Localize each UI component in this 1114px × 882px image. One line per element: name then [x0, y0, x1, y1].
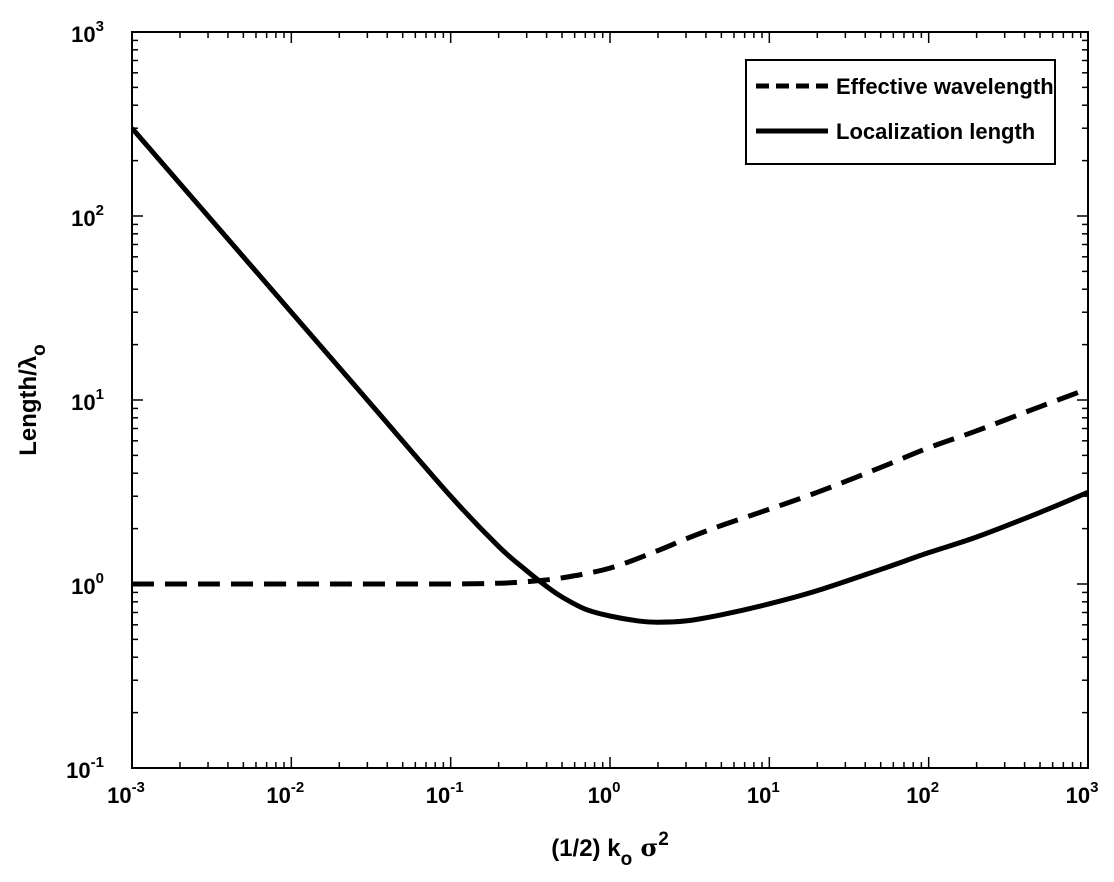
x-tick-label: 103: [1066, 779, 1099, 808]
y-axis-label: Length/λo: [15, 344, 50, 456]
legend-box: [745, 59, 1056, 165]
y-axis-label-sub: o: [29, 344, 50, 356]
y-tick-label: 100: [71, 570, 104, 599]
legend-label-effective-wavelength: Effective wavelength: [836, 74, 1054, 99]
series-line-effective-wavelength: [132, 386, 1088, 587]
y-tick-label: 101: [71, 386, 104, 415]
x-tick-label: 100: [588, 779, 621, 808]
ticks-layer: [131, 31, 1089, 769]
x-axis-label-greek: σ: [632, 833, 658, 862]
x-axis-label-sub: o: [621, 849, 633, 870]
x-axis-label-main: (1/2) k: [551, 835, 621, 862]
y-tick-label: 10-1: [66, 754, 104, 783]
x-axis-label-sup: 2: [658, 829, 669, 850]
y-tick-labels: 10-1 100 101 102 103: [66, 18, 104, 783]
x-tick-label: 101: [747, 779, 780, 808]
x-tick-label: 10-1: [426, 779, 464, 808]
x-tick-label: 10-3: [107, 779, 145, 808]
legend: Effective wavelength Localization length: [745, 59, 1056, 165]
y-tick-label: 103: [71, 18, 104, 47]
x-tick-label: 102: [906, 779, 939, 808]
series-layer: [132, 126, 1088, 625]
x-axis-label: (1/2) ko σ2: [551, 829, 669, 870]
x-tick-label: 10-2: [266, 779, 304, 808]
y-axis-label-main: Length/λ: [15, 356, 42, 456]
y-tick-label: 102: [71, 202, 104, 231]
legend-label-localization-length: Localization length: [836, 119, 1035, 144]
series-line-localization-length: [132, 126, 1088, 625]
x-tick-labels: 10-3 10-2 10-1 100 101 102 103: [107, 779, 1098, 808]
